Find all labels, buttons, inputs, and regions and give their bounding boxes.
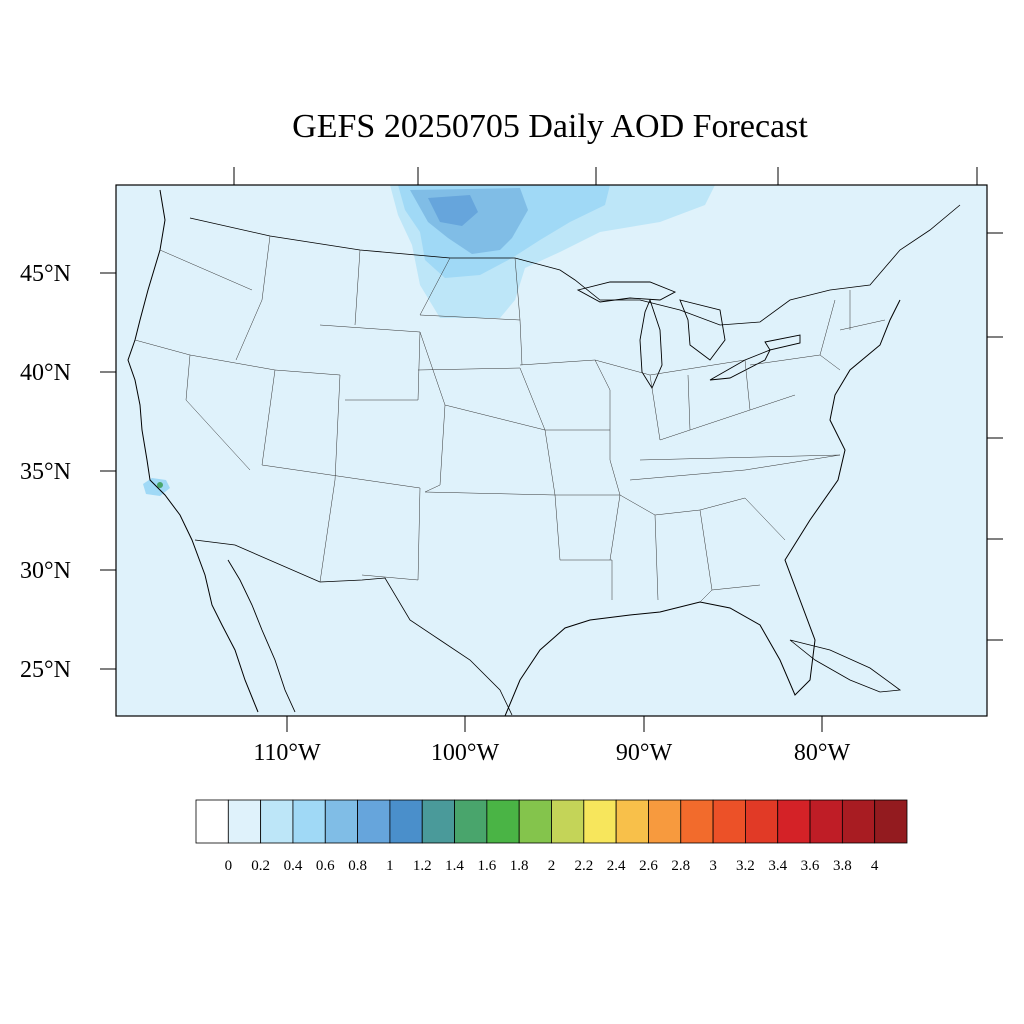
colorbar-swatch — [454, 799, 488, 844]
colorbar-tick-label: 2.4 — [607, 858, 626, 874]
lon-label-80w: 80°W — [794, 740, 851, 766]
colorbar-tick-label: 1.6 — [477, 858, 496, 874]
lon-label-110w: 110°W — [253, 740, 321, 766]
colorbar-swatch — [841, 799, 876, 844]
colorbar-tick-label: 2.6 — [639, 858, 658, 874]
colorbar-swatch — [292, 799, 326, 844]
colorbar-swatch — [615, 799, 649, 844]
cuba — [789, 639, 902, 693]
baja-coast — [227, 559, 296, 713]
colorbar-swatch — [195, 799, 229, 844]
lake-superior — [576, 281, 677, 303]
colorbar-tick-label: 0.8 — [348, 858, 367, 874]
aod-hotspot-socal — [157, 482, 163, 488]
colorbar-tick-label: 2 — [548, 858, 556, 874]
map-background — [116, 185, 987, 716]
colorbar-tick-label: 3 — [709, 858, 717, 874]
colorbar-swatch — [680, 799, 714, 844]
colorbar-swatch — [809, 799, 843, 844]
colorbar-tick-label: 4 — [871, 858, 879, 874]
coastline-west — [127, 189, 259, 713]
colorbar-swatch — [260, 799, 294, 844]
bottom-ticks — [286, 716, 823, 732]
map-layers — [127, 185, 961, 716]
colorbar-swatch — [777, 799, 811, 844]
colorbar-swatch — [324, 799, 358, 844]
left-ticks — [100, 272, 116, 670]
colorbar-tick-label: 2.8 — [671, 858, 690, 874]
map-frame — [115, 184, 988, 717]
lon-label-90w: 90°W — [616, 740, 673, 766]
colorbar-tick-label: 3.8 — [833, 858, 852, 874]
top-ticks — [233, 167, 978, 185]
colorbar-swatch — [518, 799, 552, 844]
colorbar-swatch — [648, 799, 682, 844]
lat-label-40: 40°N — [20, 360, 71, 386]
colorbar-swatch — [389, 799, 423, 844]
colorbar-tick-label: 1.2 — [413, 858, 432, 874]
right-ticks — [987, 232, 1003, 641]
page-title: GEFS 20250705 Daily AOD Forecast — [292, 108, 808, 145]
lake-erie — [709, 349, 771, 381]
lake-ontario — [764, 334, 801, 351]
colorbar-swatch — [583, 799, 617, 844]
colorbar-swatch — [421, 799, 455, 844]
colorbar-swatch — [227, 799, 262, 844]
colorbar-swatch — [486, 799, 520, 844]
colorbar-swatch — [745, 799, 779, 844]
colorbar-tick-label: 3.2 — [736, 858, 755, 874]
colorbar-swatch — [874, 799, 908, 844]
colorbar-swatch — [551, 799, 585, 844]
us-canada-border — [189, 204, 961, 326]
state-borders — [134, 235, 886, 603]
colorbar-swatch — [712, 799, 746, 844]
colorbar-tick-label: 0 — [225, 858, 233, 874]
colorbar-tick-label: 1 — [386, 858, 394, 874]
colorbar-tick-label: 0.4 — [284, 858, 303, 874]
colorbar-tick-label: 3.4 — [768, 858, 787, 874]
colorbar-tick-label: 2.2 — [574, 858, 593, 874]
colorbar-swatch — [357, 799, 391, 844]
coastline-gulf — [504, 299, 901, 716]
colorbar-tick-label: 1.8 — [510, 858, 529, 874]
colorbar-tick-label: 3.6 — [801, 858, 820, 874]
us-mexico-border — [194, 539, 513, 716]
lat-label-45: 45°N — [20, 261, 71, 287]
aod-plume-level-0.8 — [428, 195, 478, 226]
lat-label-25: 25°N — [20, 657, 71, 683]
lon-label-100w: 100°W — [431, 740, 500, 766]
lat-label-30: 30°N — [20, 558, 71, 584]
colorbar-tick-label: 1.4 — [445, 858, 464, 874]
lake-michigan — [639, 298, 663, 389]
lat-label-35: 35°N — [20, 459, 71, 485]
colorbar-tick-label: 0.6 — [316, 858, 335, 874]
colorbar-tick-label: 0.2 — [251, 858, 270, 874]
lake-huron — [679, 299, 726, 361]
colorbar: 0 0.2 0.4 0.6 0.8 1 1.2 1.4 1.6 1.8 2 2.2 2.4 2.6 2.8 3… — [195, 799, 908, 874]
